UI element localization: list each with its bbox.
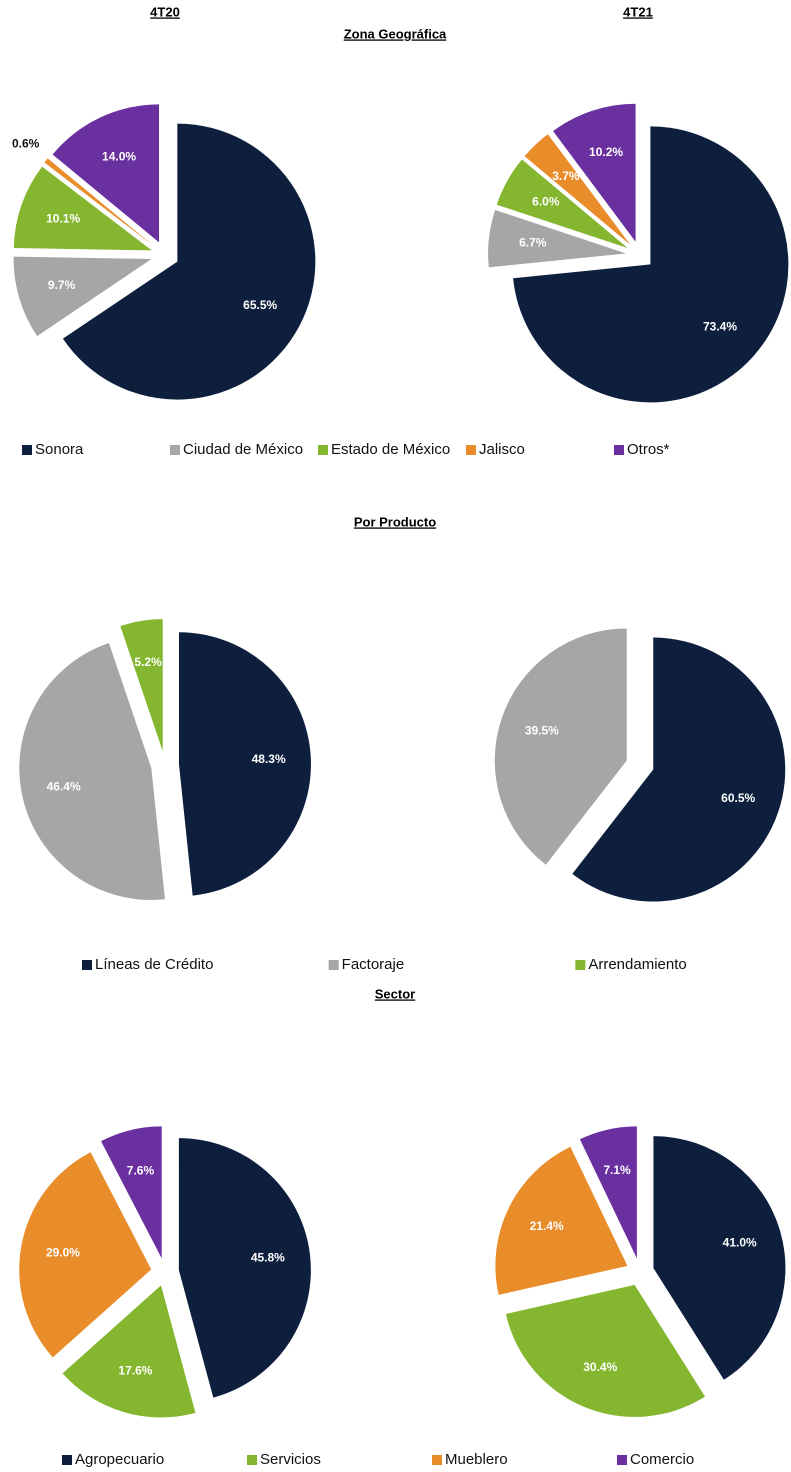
- section-title: Sector: [375, 986, 415, 1001]
- legend-label: Sonora: [35, 441, 84, 458]
- column-title: 4T21: [623, 4, 653, 19]
- section-title: Zona Geográfica: [344, 26, 447, 41]
- legend-label: Líneas de Crédito: [95, 956, 213, 973]
- pie-slice: [513, 126, 789, 403]
- pie-slice: [524, 134, 631, 245]
- data-label: 17.6%: [118, 1364, 152, 1378]
- data-label: 60.5%: [721, 791, 755, 805]
- pie-slice: [653, 1136, 786, 1380]
- data-label: 7.6%: [127, 1163, 155, 1177]
- legend-swatch: [466, 445, 476, 455]
- legend-label: Factoraje: [342, 956, 405, 973]
- pie-slice: [52, 104, 160, 243]
- data-label: 39.5%: [525, 724, 559, 738]
- legend-label: Jalisco: [479, 441, 525, 458]
- data-label: 3.7%: [552, 169, 580, 183]
- legend-swatch: [617, 1455, 627, 1465]
- legend-swatch: [62, 1455, 72, 1465]
- data-label: 48.3%: [252, 752, 286, 766]
- pie-slice: [19, 642, 165, 900]
- data-label: 45.8%: [251, 1251, 285, 1265]
- column-title: 4T20: [150, 4, 180, 19]
- legend-label: Comercio: [630, 1451, 694, 1468]
- data-label: 10.2%: [589, 145, 623, 159]
- pie-slice: [62, 123, 316, 400]
- data-label: 6.0%: [532, 195, 560, 209]
- data-label: 0.6%: [12, 136, 40, 150]
- pie-slice: [62, 1285, 196, 1418]
- data-label: 9.7%: [48, 278, 76, 292]
- legend-swatch: [328, 960, 339, 970]
- data-label: 73.4%: [703, 319, 737, 333]
- pie-slice: [101, 1126, 162, 1259]
- pie-slice: [494, 628, 627, 865]
- pie-slice: [495, 1146, 628, 1295]
- pie-slice: [120, 619, 163, 752]
- pie-slice: [579, 1126, 637, 1259]
- legend-label: Otros*: [627, 441, 670, 458]
- legend-swatch: [82, 960, 92, 970]
- legend-swatch: [22, 445, 32, 455]
- data-label: 41.0%: [723, 1235, 757, 1249]
- pie-slice: [553, 103, 636, 242]
- legend-swatch: [575, 960, 586, 970]
- legend-label: Mueblero: [445, 1451, 508, 1468]
- pie-slice: [505, 1284, 706, 1417]
- pie-slice: [496, 159, 628, 249]
- legend-label: Servicios: [260, 1451, 321, 1468]
- legend-label: Arrendamiento: [588, 956, 686, 973]
- data-label: 30.4%: [583, 1360, 617, 1374]
- legend-swatch: [614, 445, 624, 455]
- legend-swatch: [247, 1455, 257, 1465]
- legend-swatch: [318, 445, 328, 455]
- data-label: 29.0%: [46, 1245, 80, 1259]
- pie-slice: [488, 209, 627, 268]
- pie-slice: [178, 632, 311, 896]
- pie-slice: [13, 166, 152, 251]
- data-label: 7.1%: [603, 1163, 631, 1177]
- legend-swatch: [170, 445, 180, 455]
- pie-slice: [13, 256, 152, 337]
- data-label: 14.0%: [102, 150, 136, 164]
- data-label: 21.4%: [530, 1219, 564, 1233]
- data-label: 6.7%: [519, 235, 547, 249]
- pie-slice: [572, 637, 786, 902]
- pie-slice: [178, 1138, 311, 1398]
- section-title: Por Producto: [354, 514, 436, 529]
- data-label: 10.1%: [46, 212, 80, 226]
- legend-label: Ciudad de México: [183, 441, 303, 458]
- data-label: 5.2%: [134, 655, 162, 669]
- pie-slice: [44, 158, 155, 247]
- legend-swatch: [432, 1455, 442, 1465]
- data-label: 46.4%: [47, 779, 81, 793]
- legend-label: Agropecuario: [75, 1451, 164, 1468]
- legend-label: Estado de México: [331, 441, 450, 458]
- pie-slice: [19, 1152, 152, 1358]
- data-label: 65.5%: [243, 298, 277, 312]
